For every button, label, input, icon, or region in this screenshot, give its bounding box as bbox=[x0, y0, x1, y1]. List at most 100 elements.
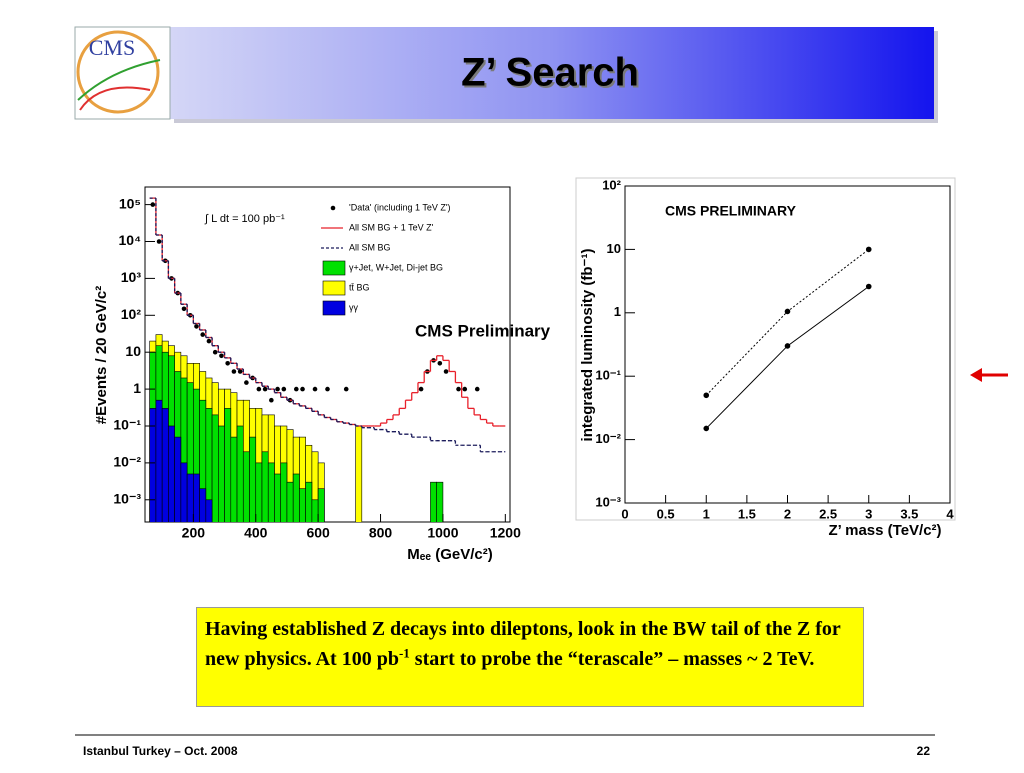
histogram-bar bbox=[186, 473, 194, 522]
histogram-bar bbox=[355, 425, 363, 522]
x-axis-label: Z’ mass (TeV/c²) bbox=[828, 522, 941, 539]
histogram-bar bbox=[180, 462, 188, 522]
x-tick-label: 2 bbox=[784, 506, 791, 521]
data-point bbox=[219, 353, 224, 359]
legend-label: All SM BG bbox=[349, 242, 391, 252]
plot-area bbox=[703, 246, 872, 432]
data-point bbox=[262, 386, 268, 392]
histogram-bar bbox=[193, 473, 200, 522]
y-tick-label: 10 bbox=[607, 241, 621, 256]
legend-swatch bbox=[322, 260, 346, 276]
logo-track bbox=[77, 59, 161, 101]
data-point bbox=[244, 380, 249, 385]
data-point bbox=[156, 239, 162, 244]
histogram-bar bbox=[292, 473, 300, 522]
histogram-bar bbox=[249, 436, 257, 522]
y-tick-label: 10² bbox=[602, 177, 621, 192]
data-point bbox=[212, 349, 218, 355]
histogram-bar bbox=[286, 481, 294, 522]
histogram-bar bbox=[236, 425, 244, 522]
data-point bbox=[312, 386, 318, 392]
annotation: ∫ L dt = 100 pb⁻¹ bbox=[204, 213, 285, 225]
data-point bbox=[456, 386, 461, 392]
histogram-bar bbox=[311, 499, 319, 522]
histogram-bar bbox=[267, 462, 275, 522]
y-tick-label: 10⁻¹ bbox=[113, 417, 141, 433]
data-point bbox=[443, 369, 449, 374]
x-tick-label: 0 bbox=[621, 506, 628, 521]
data-point bbox=[865, 283, 872, 290]
x-tick-label: 3.5 bbox=[900, 506, 918, 521]
callout-text: start to probe the “terascale” – masses … bbox=[409, 648, 815, 670]
y-tick-label: 1 bbox=[614, 304, 621, 319]
data-point bbox=[343, 386, 349, 392]
y-tick-label: 1 bbox=[133, 380, 141, 396]
legend-label: tt̄ BG bbox=[349, 282, 370, 292]
y-tick-label: 10⁵ bbox=[119, 195, 141, 211]
x-tick-label: 4 bbox=[946, 506, 954, 521]
page-number: 22 bbox=[917, 744, 931, 758]
data-point bbox=[474, 386, 480, 392]
data-point bbox=[231, 369, 237, 374]
logo-text: CMS bbox=[89, 35, 135, 60]
legend-label: All SM BG + 1 TeV Z' bbox=[349, 222, 434, 232]
x-tick-label: 0.5 bbox=[657, 506, 675, 521]
y-tick-label: 10⁻³ bbox=[595, 494, 621, 509]
histogram-bar bbox=[299, 488, 306, 522]
x-tick-label: 2.5 bbox=[819, 506, 837, 521]
annotation: CMS Preliminary bbox=[415, 321, 551, 340]
histogram-bar bbox=[155, 399, 163, 522]
y-axis-label: #Events / 20 GeV/c² bbox=[93, 286, 110, 424]
histogram-bar bbox=[430, 481, 437, 522]
y-tick-label: 10² bbox=[121, 306, 142, 322]
data-point bbox=[225, 361, 230, 366]
histogram-bar bbox=[436, 481, 444, 522]
data-point bbox=[275, 386, 280, 392]
histogram-bar bbox=[199, 488, 207, 522]
histogram-bar bbox=[218, 425, 225, 522]
histogram-bar bbox=[317, 488, 325, 522]
y-tick-label: 10 bbox=[125, 343, 141, 359]
data-point bbox=[325, 386, 330, 392]
histogram-bar bbox=[224, 408, 232, 522]
histogram-bar bbox=[168, 425, 175, 522]
histogram-bar bbox=[255, 462, 263, 522]
x-axis-label: Mₑₑ (GeV/c²) bbox=[407, 546, 492, 563]
histogram-bar bbox=[174, 436, 182, 522]
y-tick-label: 10⁻³ bbox=[113, 490, 141, 506]
histogram-bar bbox=[161, 408, 169, 522]
histogram-bar bbox=[305, 481, 313, 522]
data-point bbox=[437, 361, 443, 366]
data-point bbox=[865, 246, 872, 253]
plot-area bbox=[149, 197, 506, 522]
histogram-bar bbox=[211, 414, 219, 522]
y-tick-label: 10³ bbox=[121, 269, 142, 285]
data-point bbox=[269, 397, 274, 403]
data-point bbox=[462, 386, 468, 392]
histogram-bar bbox=[230, 436, 238, 522]
annotation: CMS PRELIMINARY bbox=[665, 203, 797, 219]
histogram-bar bbox=[280, 462, 288, 522]
legend-label: 'Data' (including 1 TeV Z') bbox=[349, 202, 451, 212]
x-tick-label: 1000 bbox=[427, 525, 458, 541]
histogram-bar bbox=[274, 473, 282, 522]
data-point bbox=[784, 308, 791, 315]
y-tick-label: 10⁻¹ bbox=[595, 368, 621, 383]
legend-label: γ+Jet, W+Jet, Di-jet BG bbox=[349, 262, 443, 272]
x-tick-label: 800 bbox=[369, 525, 393, 541]
data-point bbox=[206, 338, 212, 344]
data-point bbox=[181, 306, 187, 312]
y-tick-label: 10⁻² bbox=[595, 431, 621, 446]
legend-label: γγ bbox=[349, 302, 359, 312]
title-shadow: Z’ Search bbox=[463, 53, 641, 97]
chart-overlay: 200 400 600 800 1000 120010⁻³10⁻²10⁻¹11010²10… bbox=[93, 177, 954, 563]
legend-swatch bbox=[322, 300, 346, 316]
callout-text: Having established Z decays into dilepto… bbox=[205, 618, 841, 670]
x-tick-label: 1 bbox=[703, 506, 710, 521]
logo-ring bbox=[76, 30, 160, 114]
callout-box: Having established Z decays into dilepto… bbox=[196, 607, 864, 707]
data-point bbox=[200, 332, 206, 337]
x-tick-label: 3 bbox=[865, 506, 872, 521]
x-tick-label: 1.5 bbox=[738, 506, 756, 521]
